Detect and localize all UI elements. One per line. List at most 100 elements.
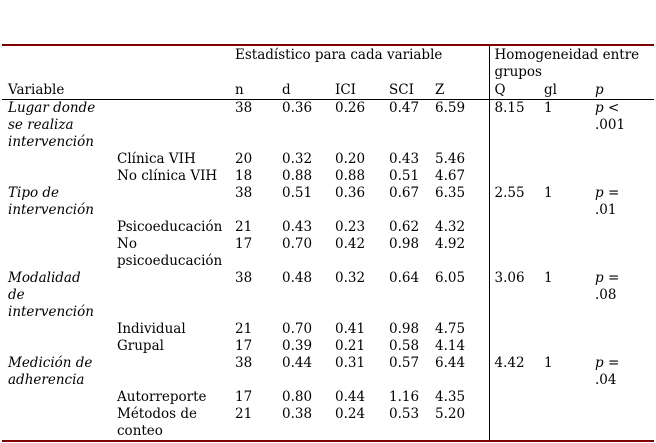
cell-sci: 0.67 (389, 185, 420, 201)
cell-z: 4.35 (435, 389, 466, 405)
cell-sci: 0.51 (389, 168, 420, 184)
cell-z: 5.20 (435, 406, 466, 422)
cell-n: 38 (235, 185, 253, 201)
cell-n: 17 (235, 338, 253, 354)
col-header-z: Z (435, 82, 489, 100)
cell-q (488, 406, 544, 441)
cell-p (595, 236, 654, 270)
cell-q (488, 389, 544, 406)
cell-n: 38 (235, 355, 253, 371)
cell-p (595, 321, 654, 338)
cell-gl (544, 168, 595, 185)
cell-z: 4.75 (435, 321, 466, 337)
statistics-table: Estadístico para cada variable Homogenei… (2, 44, 654, 442)
cell-p: p = .04 (595, 355, 620, 388)
cell-sci: 0.98 (389, 236, 420, 252)
cell-variable (2, 338, 117, 355)
cell-p (595, 389, 654, 406)
table-row: Clínica VIH 20 0.32 0.20 0.43 5.46 (2, 151, 654, 168)
cell-ici: 0.24 (335, 406, 366, 422)
cell-q (488, 321, 544, 338)
cell-subcategory: No psicoeducación (117, 236, 223, 269)
cell-p: p = .01 (595, 185, 620, 218)
cell-ici: 0.26 (335, 100, 366, 116)
cell-z: 6.35 (435, 185, 466, 201)
cell-p (595, 338, 654, 355)
cell-gl: 1 (544, 185, 553, 201)
table-row: No clínica VIH 18 0.88 0.88 0.51 4.67 (2, 168, 654, 185)
cell-ici: 0.21 (335, 338, 366, 354)
cell-subcategory (117, 100, 235, 152)
cell-variable (2, 236, 117, 270)
column-header-row: Variable n d ICI SCI Z Q gl p (2, 82, 654, 100)
cell-variable (2, 406, 117, 441)
cell-gl (544, 338, 595, 355)
cell-ici: 0.32 (335, 270, 366, 286)
table-row: Grupal 17 0.39 0.21 0.58 4.14 (2, 338, 654, 355)
table-row: No psicoeducación 17 0.70 0.42 0.98 4.92 (2, 236, 654, 270)
table-row: Lugar donde se realiza intervención 38 0… (2, 99, 654, 152)
cell-z: 6.05 (435, 270, 466, 286)
cell-sci: 0.47 (389, 100, 420, 116)
cell-d: 0.48 (282, 270, 313, 286)
cell-gl (544, 219, 595, 236)
cell-p (595, 168, 654, 185)
cell-sci: 1.16 (389, 389, 420, 405)
cell-q: 4.42 (488, 355, 544, 389)
group-header-row: Estadístico para cada variable Homogenei… (2, 45, 654, 82)
cell-d: 0.43 (282, 219, 313, 235)
cell-z: 4.67 (435, 168, 466, 184)
cell-sci: 0.43 (389, 151, 420, 167)
cell-ici: 0.23 (335, 219, 366, 235)
table-row: Tipo de intervención 38 0.51 0.36 0.67 6… (2, 185, 654, 219)
cell-q (488, 338, 544, 355)
cell-subcategory (117, 185, 235, 219)
cell-sci: 0.53 (389, 406, 420, 422)
cell-n: 20 (235, 151, 253, 167)
cell-z: 6.59 (435, 100, 466, 116)
cell-sci: 0.57 (389, 355, 420, 371)
cell-d: 0.80 (282, 389, 313, 405)
cell-n: 38 (235, 270, 253, 286)
cell-q (488, 219, 544, 236)
col-header-n: n (235, 82, 282, 100)
cell-sci: 0.62 (389, 219, 420, 235)
cell-gl: 1 (544, 270, 553, 286)
cell-ici: 0.20 (335, 151, 366, 167)
cell-gl: 1 (544, 100, 553, 116)
cell-subcategory (117, 270, 235, 321)
stats-group-header: Estadístico para cada variable (235, 47, 443, 63)
cell-gl (544, 321, 595, 338)
cell-subcategory: Individual (117, 321, 186, 337)
cell-gl: 1 (544, 355, 553, 371)
cell-n: 21 (235, 321, 253, 337)
col-header-variable: Variable (2, 82, 235, 100)
cell-variable: Modalidad de intervención (8, 270, 94, 320)
table-row: Medición de adherencia 38 0.44 0.31 0.57… (2, 355, 654, 389)
cell-ici: 0.44 (335, 389, 366, 405)
cell-subcategory: Grupal (117, 338, 164, 354)
cell-ici: 0.88 (335, 168, 366, 184)
cell-z: 6.44 (435, 355, 466, 371)
cell-gl (544, 236, 595, 270)
col-header-q: Q (488, 82, 544, 100)
table-row: Psicoeducación 21 0.43 0.23 0.62 4.32 (2, 219, 654, 236)
col-header-gl: gl (544, 82, 595, 100)
homogeneity-group-header: Homogeneidad entre grupos (488, 45, 654, 82)
cell-subcategory (117, 355, 235, 389)
cell-variable: Tipo de intervención (8, 185, 94, 218)
cell-variable (2, 151, 117, 168)
cell-d: 0.51 (282, 185, 313, 201)
cell-n: 21 (235, 219, 253, 235)
cell-n: 17 (235, 389, 253, 405)
cell-variable (2, 219, 117, 236)
cell-p: p = .08 (595, 270, 620, 303)
cell-ici: 0.41 (335, 321, 366, 337)
cell-d: 0.39 (282, 338, 313, 354)
cell-d: 0.38 (282, 406, 313, 422)
cell-subcategory: No clínica VIH (117, 168, 218, 184)
cell-z: 4.32 (435, 219, 466, 235)
cell-q: 8.15 (488, 99, 544, 151)
cell-gl (544, 151, 595, 168)
